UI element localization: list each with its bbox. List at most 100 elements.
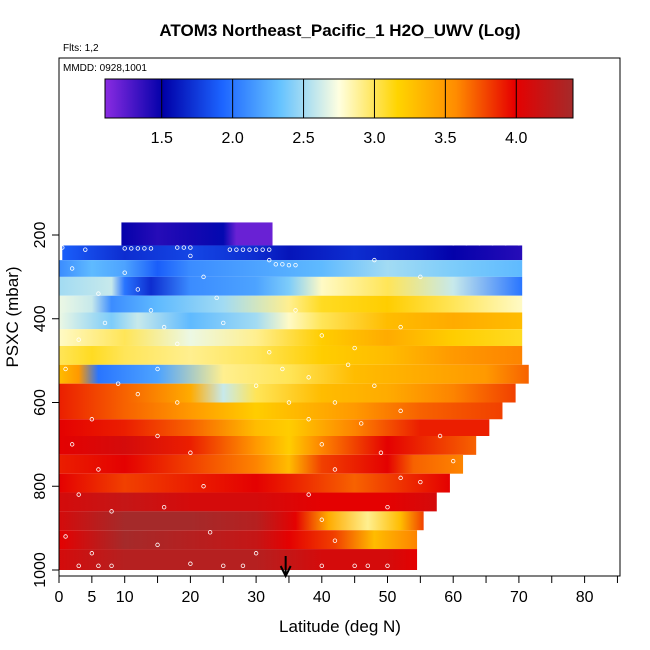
sample-point: [286, 262, 292, 268]
sample-point: [234, 247, 239, 252]
sample-point: [207, 530, 213, 535]
heatmap-layer: [59, 530, 418, 550]
heatmap-layer: [59, 383, 516, 403]
sample-point: [109, 509, 114, 514]
sample-point: [201, 484, 206, 489]
sample-point: [122, 270, 127, 275]
x-tick-label: 50: [379, 589, 397, 606]
sample-point: [378, 450, 384, 455]
heatmap-layer: [59, 436, 477, 455]
sample-point: [201, 274, 206, 280]
colorbar-tick-label: 1.5: [151, 130, 173, 147]
y-tick-label: 400: [32, 305, 49, 332]
heatmap-layer: [59, 454, 464, 474]
sample-point: [188, 253, 193, 259]
x-axis: 0 5 10 20 30 40 50 60 70 80: [55, 576, 618, 606]
sample-point: [267, 247, 272, 252]
sample-point: [345, 362, 351, 368]
sample-point: [161, 504, 167, 510]
sample-point: [181, 245, 187, 250]
sample-point: [398, 475, 403, 481]
sample-point: [161, 324, 167, 330]
sample-point: [96, 291, 101, 296]
sample-point: [129, 246, 134, 251]
x-tick-label: 60: [444, 589, 462, 606]
sample-point: [398, 408, 403, 414]
sample-point: [280, 366, 285, 372]
sample-point: [83, 247, 88, 252]
sample-point: [260, 247, 265, 252]
sample-point: [477, 241, 482, 246]
sample-point: [221, 563, 226, 569]
sample-point: [319, 442, 324, 447]
sample-point: [372, 383, 377, 388]
x-tick-label: 30: [247, 589, 265, 606]
colorbar-tick-label: 4.0: [505, 130, 527, 147]
sample-point: [359, 421, 364, 426]
sample-point: [69, 442, 75, 447]
sample-point: [188, 561, 193, 566]
sample-point: [188, 245, 193, 250]
sample-point: [227, 247, 233, 252]
sample-point: [155, 366, 160, 372]
sample-point: [319, 563, 324, 569]
sample-point: [319, 517, 324, 522]
sample-point: [385, 563, 390, 569]
y-tick-label: 600: [32, 389, 49, 416]
sample-point: [431, 517, 436, 522]
chart-title: ATOM3 Northeast_Pacific_1 H2O_UWV (Log): [159, 21, 520, 40]
sample-point: [293, 308, 298, 313]
sample-point: [76, 337, 81, 342]
sample-point: [175, 400, 180, 405]
sample-point: [148, 246, 154, 251]
heatmap-layers: [59, 222, 529, 570]
colorbar-tick-label: 3.5: [434, 130, 456, 147]
heatmap-layer: [59, 473, 450, 493]
heatmap-layer: [59, 276, 523, 296]
sample-point: [155, 542, 160, 548]
heatmap-layer: [59, 492, 437, 512]
y-axis-label: PSXC (mbar): [3, 266, 22, 367]
sample-point: [214, 295, 219, 301]
colorbar-ticks: 1.5 2.0 2.5 3.0 3.5 4.0: [151, 79, 527, 147]
sample-point: [188, 450, 193, 455]
heatmap-layer: [121, 222, 273, 246]
sample-point: [280, 262, 285, 267]
sample-point: [135, 287, 141, 292]
sample-point: [503, 241, 508, 246]
sample-point: [240, 247, 246, 252]
sample-point: [102, 320, 108, 326]
colorbar-rect: [104, 78, 574, 119]
sample-point: [451, 241, 456, 246]
sample-point: [253, 383, 259, 388]
sample-point: [332, 467, 338, 472]
heatmap-layer: [59, 295, 523, 313]
heatmap-layer: [59, 511, 424, 531]
heatmap-layer: [59, 345, 523, 365]
sample-point: [332, 400, 338, 405]
plot-frame: [58, 57, 621, 577]
sample-point: [96, 467, 101, 472]
sample-points: [60, 241, 522, 569]
sample-point: [267, 257, 272, 263]
colorbar-tick-label: 3.0: [363, 130, 385, 147]
sample-point: [240, 563, 246, 569]
sample-point: [63, 366, 68, 372]
sample-point: [135, 246, 141, 251]
x-tick-label: 0: [55, 589, 64, 606]
sample-point: [76, 492, 81, 497]
sample-point: [464, 241, 469, 246]
sample-point: [89, 551, 95, 556]
heatmap-layer: [62, 245, 523, 261]
sample-point: [306, 417, 311, 422]
sample-point: [385, 504, 390, 510]
x-tick-label: 5: [87, 589, 96, 606]
sample-point: [247, 247, 252, 252]
sample-point: [96, 563, 101, 569]
sample-point: [352, 563, 357, 569]
sample-point: [490, 241, 495, 246]
sample-point: [122, 246, 127, 251]
sample-point: [306, 492, 311, 497]
sample-point: [418, 479, 423, 485]
